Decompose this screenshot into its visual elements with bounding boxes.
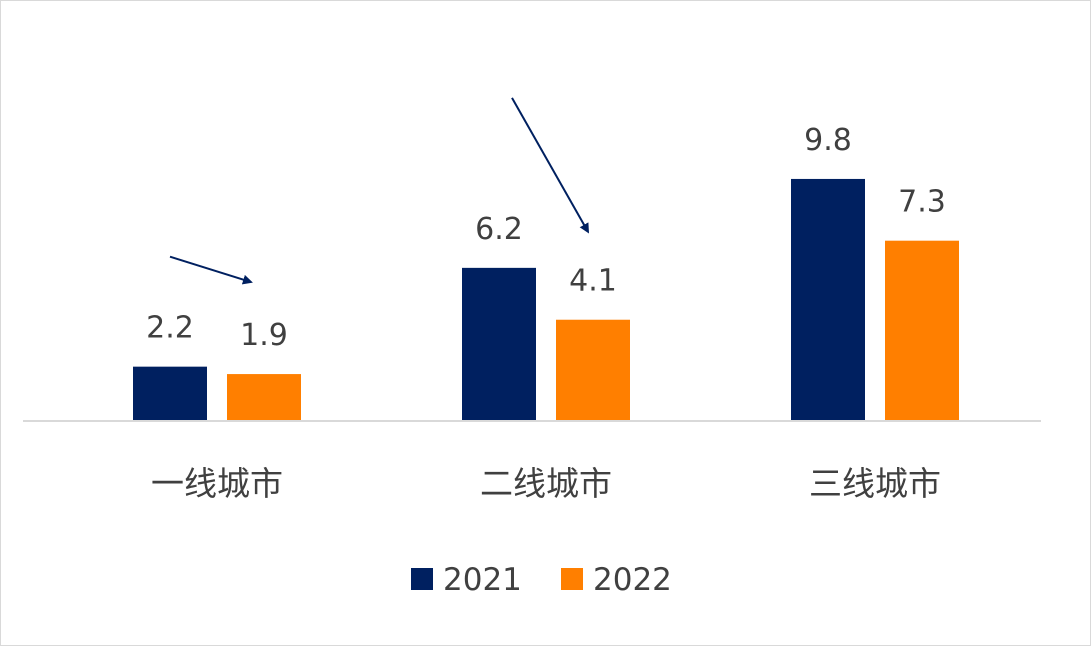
data-label-2021-1: 2.2 xyxy=(146,311,194,346)
legend-swatch-2022 xyxy=(561,568,583,590)
data-label-2022-1: 1.9 xyxy=(240,318,288,353)
data-label-2021-2: 6.2 xyxy=(475,212,523,247)
annotation-arrows-layer xyxy=(169,97,589,285)
legend: 2021 2022 xyxy=(411,562,672,598)
legend-label-2022: 2022 xyxy=(593,562,672,598)
trend-arrow-icon-1 xyxy=(169,255,253,285)
data-label-2022-2: 4.1 xyxy=(569,264,617,299)
data-label-2022-3: 7.3 xyxy=(898,185,946,220)
bar-2021-3 xyxy=(791,178,865,421)
legend-label-2021: 2021 xyxy=(443,562,522,598)
data-label-2021-3: 9.8 xyxy=(804,123,852,158)
bar-2022-3 xyxy=(885,240,959,421)
trend-arrow-icon-2 xyxy=(511,97,589,234)
bar-2022-2 xyxy=(556,319,630,421)
bars-layer xyxy=(133,178,959,421)
bar-2022-1 xyxy=(227,374,301,421)
legend-swatch-2021 xyxy=(411,568,433,590)
x-tick-label-3: 三线城市 xyxy=(809,464,941,503)
bar-2021-1 xyxy=(133,366,207,421)
bar-2021-2 xyxy=(462,267,536,421)
x-tick-label-2: 二线城市 xyxy=(480,464,612,503)
data-labels-layer: 2.2 1.9 6.2 4.1 9.8 7.3 xyxy=(146,123,946,353)
x-tick-labels-layer: 一线城市 二线城市 三线城市 xyxy=(151,464,941,503)
x-tick-label-1: 一线城市 xyxy=(151,464,283,503)
